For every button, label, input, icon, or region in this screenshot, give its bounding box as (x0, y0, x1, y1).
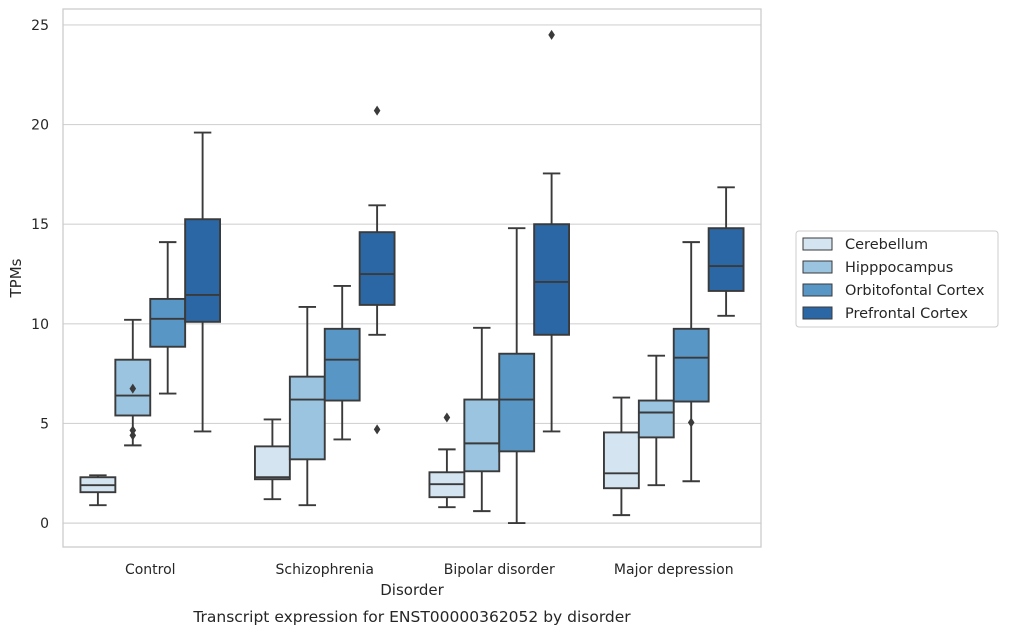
legend-label: Cerebellum (845, 237, 928, 253)
box-prefrontal-cortex (184, 131, 221, 433)
box-hipppocampus (288, 305, 326, 507)
x-tick-label: Control (125, 562, 176, 578)
y-tick-label: 10 (31, 317, 49, 333)
y-tick-label: 0 (40, 516, 49, 532)
box-body (288, 375, 326, 461)
box-body (707, 227, 745, 292)
legend-swatch (802, 260, 833, 274)
box-prefrontal-cortex (358, 105, 396, 435)
box-cerebellum (79, 474, 117, 507)
outlier-point (373, 424, 381, 435)
box-hipppocampus (463, 326, 501, 513)
y-tick-label: 5 (40, 416, 49, 432)
y-tick-label: 15 (31, 217, 49, 233)
box-body (253, 445, 291, 481)
box-body (533, 223, 571, 336)
legend-label: Prefrontal Cortex (845, 306, 968, 322)
box-body (672, 327, 710, 403)
box-body (323, 327, 361, 402)
box-prefrontal-cortex (533, 29, 571, 433)
outlier-point (373, 105, 381, 116)
box-cerebellum (603, 396, 640, 517)
box-body (637, 399, 675, 439)
outlier-point (443, 412, 451, 423)
x-tick-labels: Control Schizophrenia Bipolar disorder Majo… (125, 562, 734, 578)
x-axis-title: Disorder (380, 581, 444, 599)
box-body (498, 352, 536, 453)
box-body (358, 231, 396, 306)
box-prefrontal-cortex (707, 186, 745, 317)
legend-label: Orbitofontal Cortex (845, 283, 985, 299)
legend-swatch (802, 283, 833, 297)
box-body (149, 297, 187, 348)
box-body (463, 398, 501, 473)
box-cerebellum (253, 418, 291, 501)
outlier-point (548, 29, 555, 40)
x-tick-label: Major depression (614, 562, 734, 578)
box-cerebellum (428, 412, 466, 509)
y-tick-label: 20 (31, 118, 49, 134)
legend-swatch (802, 306, 833, 320)
x-tick-label: Bipolar disorder (444, 562, 555, 578)
box-groups (79, 29, 745, 525)
outlier-point (687, 417, 695, 428)
box-orbitofontal-cortex (149, 241, 187, 395)
legend: Cerebellum Hipppocampus Orbitofontal Corte… (795, 230, 999, 328)
box-orbitofontal-cortex (672, 241, 710, 483)
box-hipppocampus (114, 318, 152, 447)
box-hipppocampus (637, 354, 675, 487)
legend-label: Hipppocampus (845, 260, 953, 276)
box-orbitofontal-cortex (498, 227, 536, 525)
box-orbitofontal-cortex (323, 285, 361, 441)
legend-frame (795, 230, 999, 328)
outlier-point (129, 430, 137, 441)
y-tick-label: 25 (31, 18, 49, 34)
plot-frame (62, 8, 762, 548)
box-body (603, 431, 640, 490)
x-tick-label: Schizophrenia (276, 562, 374, 578)
figure-caption: Transcript expression for ENST0000036205… (192, 608, 631, 626)
legend-swatch (802, 237, 833, 251)
y-tick-labels: 0 5 10 15 20 25 (31, 18, 49, 532)
box-body (184, 218, 221, 323)
y-axis-title: TPMs (7, 258, 25, 298)
outlier-point (129, 383, 137, 394)
